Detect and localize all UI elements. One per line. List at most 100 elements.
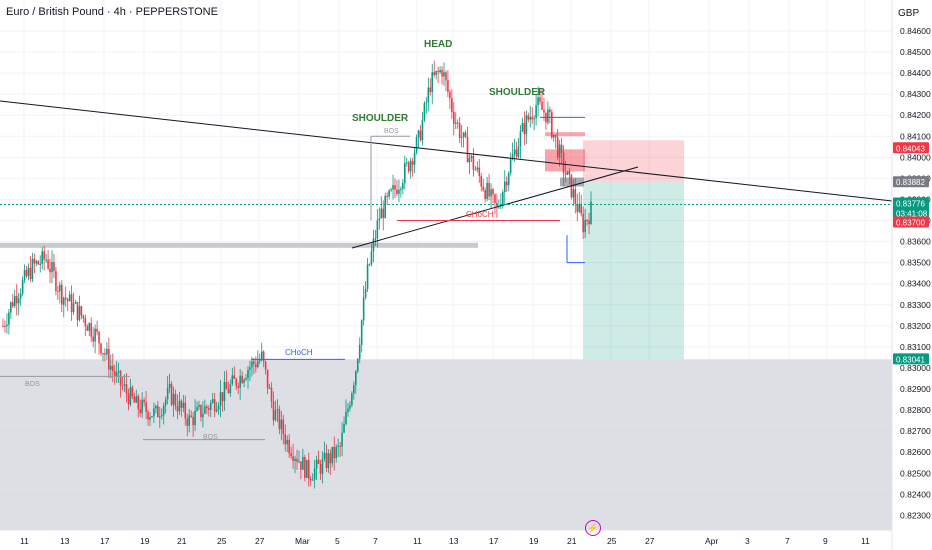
candle-body — [466, 136, 469, 163]
candle-body — [415, 137, 418, 153]
candle-body — [402, 182, 404, 189]
candle-body — [117, 370, 120, 373]
candle-body — [500, 204, 502, 207]
x-tick-label: 5 — [335, 536, 340, 546]
candle-body — [41, 251, 43, 264]
candle-body — [419, 130, 422, 141]
x-tick-label: 9 — [823, 536, 828, 546]
target-zone — [583, 182, 684, 360]
candle-body — [286, 439, 288, 445]
candle-body — [100, 343, 102, 354]
x-tick-label: 17 — [100, 536, 110, 546]
candle-body — [558, 144, 561, 158]
bos-label: BOS — [25, 381, 40, 388]
x-tick-label: 13 — [449, 536, 459, 546]
y-tick-label: 0.83200 — [900, 321, 931, 331]
candle-body — [229, 384, 232, 394]
y-tick-label: 0.82500 — [900, 468, 931, 478]
lightning-icon[interactable]: ⚡ — [585, 520, 601, 536]
y-tick-label: 0.82900 — [900, 384, 931, 394]
candle-body — [174, 393, 177, 407]
candle-body — [211, 399, 214, 403]
x-tick-label: 19 — [529, 536, 539, 546]
candle-body — [525, 115, 528, 135]
candle-body — [380, 208, 383, 219]
candle-body — [325, 452, 328, 468]
currency-label: GBP — [898, 8, 920, 19]
x-tick-label: 25 — [607, 536, 617, 546]
candle-body — [258, 359, 261, 362]
y-tick-label: 0.83500 — [900, 258, 931, 268]
candle-body — [82, 315, 85, 319]
choch-label: CHoCH — [466, 210, 494, 219]
candle-body — [209, 402, 212, 410]
candle-body — [529, 116, 532, 120]
candle-body — [382, 208, 385, 218]
candle-body — [345, 411, 347, 425]
candle-body — [160, 415, 163, 417]
candle-body — [213, 399, 216, 412]
candle-body — [578, 203, 581, 212]
candle-body — [353, 384, 355, 394]
candle-body — [115, 372, 118, 377]
candle-body — [62, 297, 65, 305]
candle-body — [292, 456, 294, 461]
candle-body — [513, 149, 516, 155]
candle-body — [241, 375, 243, 383]
candle-body — [337, 445, 339, 447]
candle-body — [437, 70, 439, 73]
candle-body — [135, 396, 138, 403]
candle-body — [560, 144, 563, 153]
candle-body — [443, 72, 445, 77]
candle-body — [221, 392, 224, 402]
candle-body — [76, 302, 79, 320]
candle-body — [458, 123, 461, 138]
candle-body — [347, 408, 349, 412]
candle-body — [323, 452, 326, 459]
x-tick-label: 11 — [413, 536, 422, 546]
candle-body — [78, 306, 81, 320]
candle-body — [225, 381, 228, 390]
candle-body — [349, 405, 351, 409]
stop-zone — [583, 140, 684, 183]
candle-body — [86, 326, 89, 331]
x-tick-label: 27 — [645, 536, 655, 546]
candle-body — [425, 102, 428, 104]
candle-body — [468, 157, 471, 163]
candle-body — [15, 295, 18, 304]
candle-body — [90, 323, 92, 337]
supply-block — [545, 132, 585, 137]
candle-body — [72, 303, 75, 313]
candle-body — [282, 419, 285, 435]
candle-body — [155, 405, 157, 409]
candle-body — [400, 188, 402, 190]
trend-line — [0, 100, 893, 202]
y-tick-label: 0.84400 — [900, 68, 931, 78]
candle-body — [417, 130, 420, 138]
candle-body — [157, 405, 159, 418]
price-label-bg — [893, 207, 929, 219]
candle-body — [298, 461, 300, 463]
candle-body — [88, 323, 91, 331]
candle-body — [574, 189, 577, 205]
candle-body — [405, 162, 408, 164]
candle-body — [551, 112, 553, 138]
candle-body — [141, 399, 143, 414]
candle-body — [398, 189, 400, 194]
candle-body — [94, 328, 96, 342]
candle-body — [509, 159, 512, 174]
candle-body — [335, 446, 337, 459]
candle-body — [276, 409, 279, 411]
candle-body — [45, 259, 47, 261]
candle-body — [360, 320, 363, 345]
candle-body — [300, 461, 302, 470]
candle-body — [296, 458, 298, 462]
candle-body — [184, 402, 187, 419]
candle-body — [68, 294, 71, 302]
candle-body — [454, 122, 457, 124]
candle-body — [431, 72, 434, 93]
candle-body — [227, 389, 230, 394]
candle-body — [223, 381, 226, 402]
candle-body — [111, 365, 114, 371]
